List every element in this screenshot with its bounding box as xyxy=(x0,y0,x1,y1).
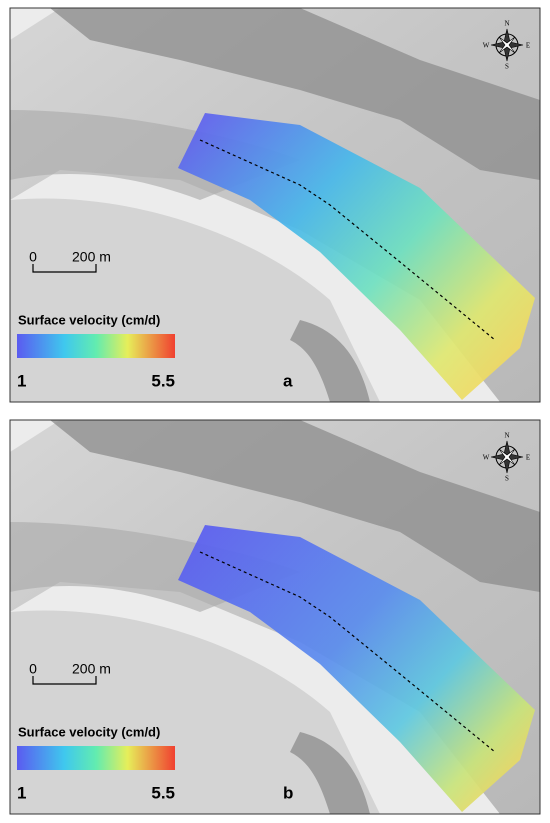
compass-s: S xyxy=(505,63,509,71)
legend-title: Surface velocity (cm/d) xyxy=(18,724,160,739)
compass-s: S xyxy=(505,475,509,483)
velocity-field xyxy=(178,525,535,812)
panel-border xyxy=(9,419,541,815)
scale-end: 200 m xyxy=(72,249,111,265)
scale-start: 0 xyxy=(29,661,37,677)
compass-e: E xyxy=(526,42,530,50)
colorbar xyxy=(17,746,175,770)
ridge xyxy=(50,8,540,180)
panel-border xyxy=(9,7,541,403)
panel-label: b xyxy=(283,783,293,802)
legend-max: 5.5 xyxy=(151,783,175,802)
colorbar xyxy=(17,334,175,358)
compass-star-diag xyxy=(498,36,516,54)
legend-title: Surface velocity (cm/d) xyxy=(18,312,160,327)
compass-w: W xyxy=(483,454,490,462)
map-panel: N S W E 0 200 m Surface velocity (cm/d) 1 5.5 b xyxy=(9,419,541,815)
compass-n: N xyxy=(504,20,509,28)
scale-bar xyxy=(32,264,97,273)
map-panel: N S W E 0 200 m Surface velocity (cm/d) 1 5.5 a xyxy=(9,7,541,403)
legend-max: 5.5 xyxy=(151,371,175,390)
compass-w: W xyxy=(483,42,490,50)
compass-star-diag xyxy=(498,448,516,466)
compass-e: E xyxy=(526,454,530,462)
velocity-field xyxy=(178,113,535,400)
profile-line xyxy=(199,139,496,341)
scale-end: 200 m xyxy=(72,661,111,677)
scale-start: 0 xyxy=(29,249,37,265)
legend-min: 1 xyxy=(17,783,26,802)
gully xyxy=(290,732,370,814)
gully xyxy=(290,320,370,402)
scale-bar xyxy=(32,676,97,685)
panel-label: a xyxy=(283,371,293,390)
profile-line xyxy=(199,551,496,753)
ridge xyxy=(50,420,540,592)
legend-min: 1 xyxy=(17,371,26,390)
compass-n: N xyxy=(504,432,509,440)
